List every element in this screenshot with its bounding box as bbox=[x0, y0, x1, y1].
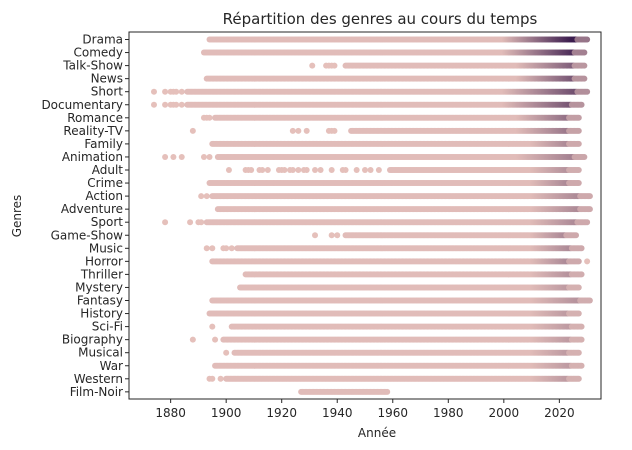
data-point bbox=[178, 88, 185, 95]
data-point bbox=[225, 167, 232, 173]
genre-series-game-show bbox=[312, 232, 580, 239]
data-point bbox=[162, 88, 169, 95]
data-point bbox=[578, 101, 585, 108]
data-point bbox=[581, 153, 588, 160]
data-point bbox=[281, 167, 288, 173]
data-point bbox=[328, 232, 335, 239]
data-point bbox=[289, 167, 296, 173]
data-point bbox=[317, 167, 324, 173]
genre-series-thriller bbox=[242, 271, 585, 278]
data-point bbox=[303, 127, 310, 134]
data-point bbox=[309, 62, 316, 69]
genre-series-animation bbox=[162, 153, 588, 160]
data-point bbox=[223, 245, 230, 252]
genre-series-romance bbox=[200, 114, 582, 121]
genre-series-action bbox=[198, 193, 593, 200]
genre-series-family bbox=[209, 140, 582, 147]
data-point bbox=[170, 153, 177, 160]
data-point bbox=[342, 167, 349, 173]
data-point bbox=[578, 271, 585, 278]
data-point bbox=[206, 153, 213, 160]
data-point bbox=[584, 258, 591, 265]
genre-series-mystery bbox=[237, 284, 582, 291]
data-point bbox=[206, 114, 213, 121]
data-point bbox=[575, 127, 582, 134]
data-point bbox=[312, 232, 319, 239]
genre-series-reality-tv bbox=[189, 127, 582, 134]
data-point bbox=[187, 219, 194, 226]
data-point bbox=[200, 153, 207, 160]
data-point bbox=[312, 167, 319, 173]
data-point bbox=[575, 167, 582, 173]
genre-series-crime bbox=[206, 180, 582, 187]
data-point bbox=[584, 36, 591, 43]
data-point bbox=[586, 193, 593, 200]
genre-series-horror bbox=[209, 258, 591, 265]
genre-series-comedy bbox=[200, 49, 588, 56]
data-point bbox=[575, 140, 582, 147]
data-point bbox=[198, 219, 205, 226]
data-point bbox=[578, 245, 585, 252]
data-point bbox=[289, 127, 296, 134]
data-point bbox=[303, 167, 310, 173]
data-point bbox=[209, 245, 216, 252]
data-point bbox=[328, 167, 335, 173]
data-point bbox=[295, 127, 302, 134]
data-point bbox=[198, 193, 205, 200]
data-point bbox=[586, 206, 593, 213]
data-point bbox=[581, 49, 588, 56]
data-point bbox=[573, 232, 580, 239]
data-point bbox=[173, 88, 180, 95]
data-point bbox=[178, 153, 185, 160]
data-point bbox=[203, 245, 210, 252]
genre-series-adult bbox=[225, 167, 582, 173]
data-point bbox=[331, 127, 338, 134]
genre-series-short bbox=[150, 88, 591, 95]
data-point bbox=[189, 127, 196, 134]
data-point bbox=[367, 167, 374, 173]
data-point bbox=[259, 167, 266, 173]
data-point bbox=[162, 153, 169, 160]
data-point bbox=[575, 258, 582, 265]
data-point bbox=[584, 88, 591, 95]
data-point bbox=[331, 62, 338, 69]
data-point bbox=[334, 232, 341, 239]
data-point bbox=[228, 245, 235, 252]
data-point bbox=[173, 101, 180, 108]
data-point bbox=[575, 180, 582, 187]
data-point bbox=[248, 167, 255, 173]
data-point bbox=[584, 219, 591, 226]
data-point bbox=[581, 75, 588, 82]
genre-series-documentary bbox=[150, 101, 585, 108]
plot-area bbox=[150, 36, 593, 395]
data-point bbox=[203, 193, 210, 200]
chart-title: Répartition des genres au cours du temps bbox=[223, 10, 538, 28]
data-point bbox=[150, 101, 157, 108]
data-point bbox=[162, 101, 169, 108]
data-point bbox=[264, 167, 271, 173]
data-point bbox=[362, 167, 368, 173]
data-point bbox=[581, 62, 588, 69]
data-point bbox=[178, 101, 185, 108]
data-point bbox=[162, 219, 169, 226]
genre-series-drama bbox=[206, 36, 591, 43]
genre-series-news bbox=[203, 75, 588, 82]
genre-series-talk-show bbox=[309, 62, 588, 69]
genre-series-adventure bbox=[214, 206, 593, 213]
genre-series-music bbox=[203, 245, 585, 252]
data-point bbox=[150, 88, 157, 95]
genre-series-sport bbox=[162, 219, 591, 226]
data-point bbox=[575, 114, 582, 121]
data-point bbox=[375, 167, 382, 173]
data-point bbox=[353, 167, 360, 173]
data-point bbox=[295, 167, 302, 173]
